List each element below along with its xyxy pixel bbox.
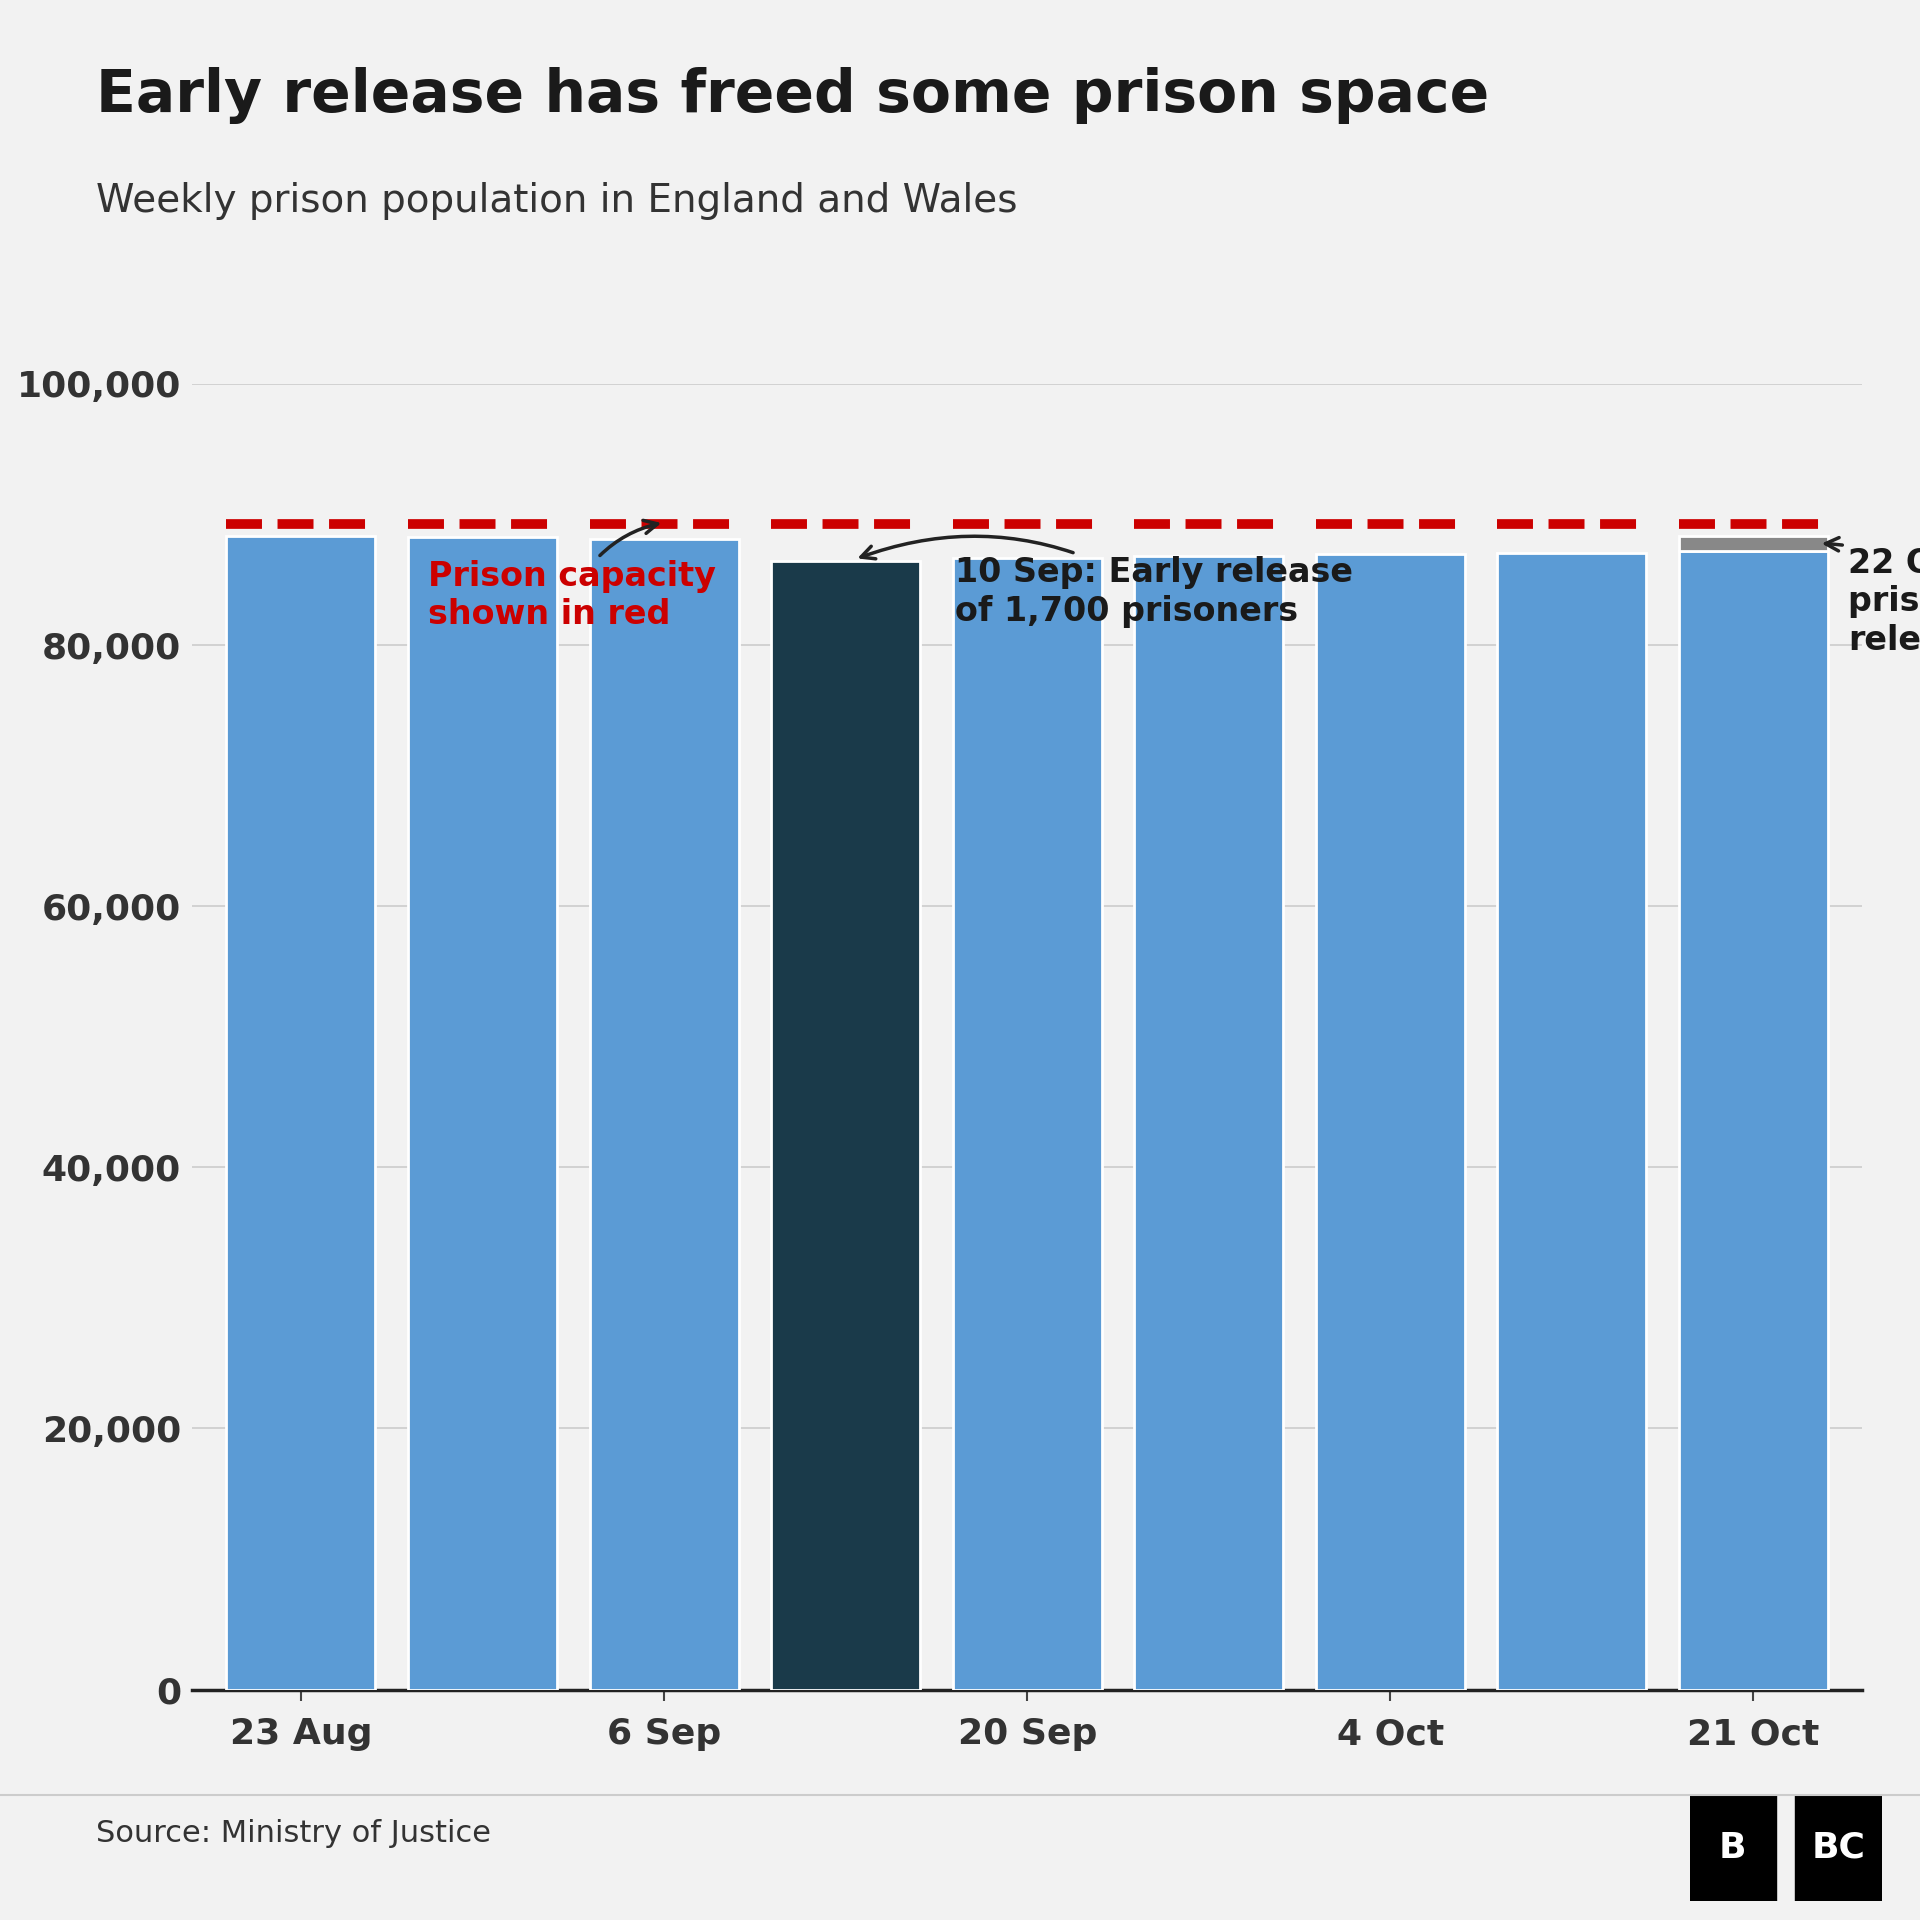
Bar bbox=[589, 540, 739, 1690]
Text: B: B bbox=[1718, 1832, 1747, 1864]
Bar bbox=[409, 538, 557, 1690]
Bar bbox=[952, 557, 1102, 1690]
Bar bbox=[1135, 555, 1283, 1690]
Bar bbox=[1315, 555, 1465, 1690]
Bar bbox=[1690, 1795, 1776, 1901]
Bar bbox=[227, 536, 376, 1690]
Text: BC: BC bbox=[1811, 1832, 1866, 1864]
Bar bbox=[1498, 553, 1645, 1690]
Text: 10 Sep: Early release
of 1,700 prisoners: 10 Sep: Early release of 1,700 prisoners bbox=[860, 536, 1352, 628]
Text: Source: Ministry of Justice: Source: Ministry of Justice bbox=[96, 1818, 492, 1849]
Bar bbox=[1678, 536, 1828, 551]
Text: Weekly prison population in England and Wales: Weekly prison population in England and … bbox=[96, 182, 1018, 221]
Text: Early release has freed some prison space: Early release has freed some prison spac… bbox=[96, 67, 1490, 125]
Text: 22 Oct: 1,100
prisoners to be
released: 22 Oct: 1,100 prisoners to be released bbox=[1826, 538, 1920, 657]
Bar bbox=[1678, 551, 1828, 1690]
Bar bbox=[1795, 1795, 1882, 1901]
Bar bbox=[772, 561, 920, 1690]
Text: Prison capacity
shown in red: Prison capacity shown in red bbox=[428, 520, 716, 632]
